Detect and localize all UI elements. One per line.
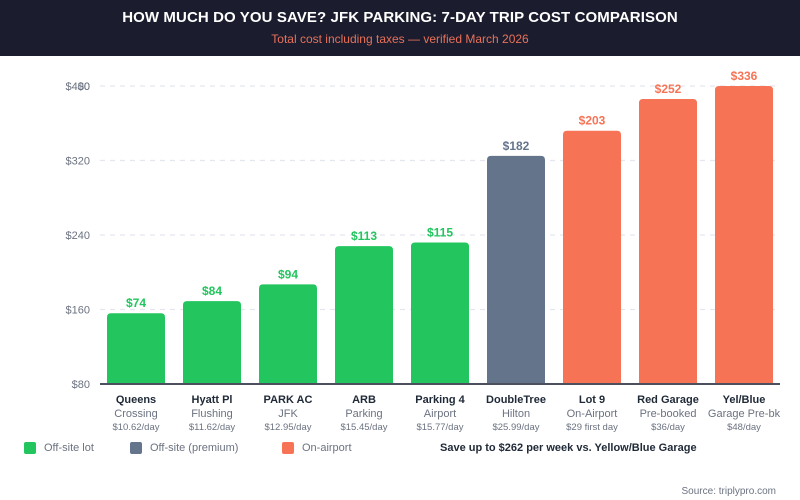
legend-label: On-airport [302,442,352,454]
x-label-sub: Pre-booked [640,408,697,420]
bar-value-label: $203 [579,114,606,128]
bar-queens [107,313,165,384]
legend: Off-site lot Off-site (premium) On-airpo… [0,442,800,458]
bar-park-ac [259,284,317,384]
legend-item-off-site: Off-site lot [24,442,94,454]
chart-header: HOW MUCH DO YOU SAVE? JFK PARKING: 7-DAY… [0,0,800,56]
x-label-sub: Hilton [502,408,530,420]
bar-value-label: $182 [503,139,530,153]
chart-title: HOW MUCH DO YOU SAVE? JFK PARKING: 7-DAY… [122,9,678,26]
x-label-sub: JFK [278,408,298,420]
x-label-name: DoubleTree [486,394,546,406]
y-tick-label: $320 [66,156,90,168]
legend-item-off-site-premium: Off-site (premium) [130,442,238,454]
x-label-rate: $36/day [651,422,685,433]
y-tick-label: $400 [66,81,90,93]
x-label-rate: $15.77/day [416,422,463,433]
x-label-name: ARB [352,394,376,406]
bar-chart: $80$160$240$320$400$0 $74$84$94$113 $115$… [66,69,781,433]
bar-yel-blue [715,86,773,384]
bar-red-garage [639,99,697,384]
x-label-name: Lot 9 [579,394,605,406]
legend-item-on-airport: On-airport [282,442,352,454]
bar-hyatt-pl [183,301,241,384]
x-label-rate: $29 first day [566,422,618,433]
y-tick-label: $160 [66,305,90,317]
x-axis-labels: Queens Crossing $10.62/day Hyatt Pl Flushing… [112,394,780,433]
bar-doubletree [487,155,545,384]
x-label-rate: $10.62/day [112,422,159,433]
x-label-name: Red Garage [637,394,699,406]
bar-value-label: $74 [126,296,146,310]
x-label-sub: Flushing [191,408,233,420]
legend-label: Off-site (premium) [150,442,239,454]
x-label-name: PARK AC [264,394,313,406]
bar-value-label: $336 [731,69,758,83]
bar-value-label: $115 [427,225,453,239]
legend-swatch-off-site [24,442,36,454]
x-label-name: Yel/Blue [723,394,766,406]
x-label-name: Hyatt Pl [192,394,233,406]
x-label-sub: Garage Pre-bk [708,408,781,420]
x-label-sub: On-Airport [567,408,618,420]
bar-arb [335,246,393,384]
x-label-name: Queens [116,394,156,406]
source-credit: Source: triplypro.com [681,486,776,497]
x-label-rate: $11.62/day [189,422,236,433]
x-label-rate: $48/day [727,422,761,433]
x-label-rate: $15.45/day [340,422,387,433]
x-label-name: Parking 4 [415,394,465,406]
y-tick-label: $80 [72,379,90,391]
savings-annotation: Save up to $262 per week vs. Yellow/Blue… [440,442,697,454]
bar-value-label: $94 [278,267,298,281]
y-tick-label: $240 [66,230,90,242]
chart-subtitle: Total cost including taxes — verified Ma… [271,32,529,46]
legend-swatch-on-airport [282,442,294,454]
bar-value-label: $113 [351,229,377,243]
y-axis-ticks: $80 $160 $240 $320 $400$0 [66,81,90,391]
bar-parking-4 [411,242,469,384]
legend-swatch-off-site-premium [130,442,142,454]
bar-value-label: $84 [202,284,222,298]
x-label-sub: Airport [424,408,456,420]
x-label-rate: $12.95/day [264,422,311,433]
x-label-sub: Parking [345,408,382,420]
bars: $74 $84 $94 $113 $115 $182 $203 $252 $336 [107,69,773,384]
y-tick-label-overlap: $0 [78,81,90,93]
x-label-sub: Crossing [114,408,157,420]
bar-value-label: $252 [655,82,682,96]
legend-label: Off-site lot [44,442,94,454]
bar-lot-9 [563,130,621,384]
x-label-rate: $25.99/day [492,422,539,433]
